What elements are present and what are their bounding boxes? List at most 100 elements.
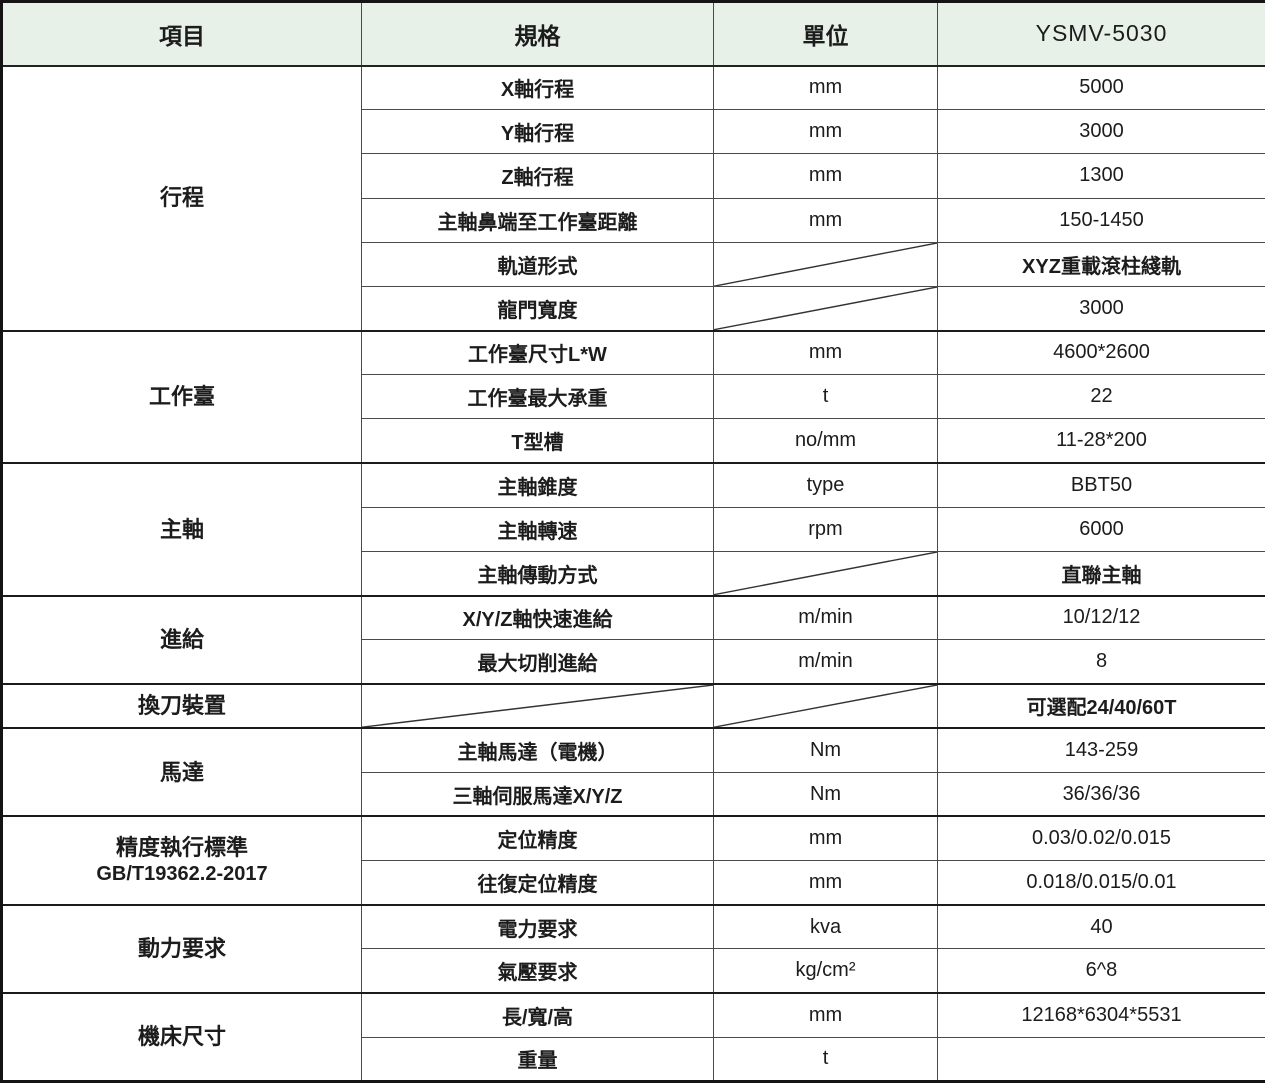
table-row: 動力要求 電力要求 kva 40 <box>1 903 1265 994</box>
unit-cell: rpm <box>713 506 938 552</box>
spec-cell: Y軸行程 <box>361 109 714 155</box>
spec-cell: 氣壓要求 <box>361 948 714 994</box>
diagonal-slash <box>714 552 937 595</box>
value-cell: 8 <box>937 639 1265 685</box>
unit-cell: mm <box>713 815 938 862</box>
unit-cell: kg/cm² <box>713 948 938 994</box>
spec-cell: T型槽 <box>361 418 714 464</box>
item-group-cell: 工作臺 <box>1 329 362 464</box>
value-cell: 6000 <box>937 506 1265 552</box>
item-group-label: 動力要求 <box>137 936 226 962</box>
value-cell: 0.03/0.02/0.015 <box>937 815 1265 862</box>
unit-cell: mm <box>713 153 938 199</box>
table-row: 行程 X軸行程 mm 5000 <box>1 64 1265 332</box>
table-header: 項目 規格 單位 YSMV-5030 <box>1 1 1265 67</box>
unit-cell <box>713 285 938 332</box>
spec-cell: 主軸傳動方式 <box>361 550 714 597</box>
unit-cell: mm <box>713 109 938 155</box>
table-row: 進給 X/Y/Z軸快速進給 m/min 10/12/12 <box>1 594 1265 685</box>
unit-cell: m/min <box>713 639 938 685</box>
item-group-label: 換刀裝置 <box>137 693 226 719</box>
item-group-label: 馬達 <box>159 759 204 785</box>
item-group-cell: 換刀裝置 <box>1 682 362 729</box>
spec-cell: 重量 <box>361 1036 714 1083</box>
unit-cell: no/mm <box>713 418 938 464</box>
table-row: 最大切削進給 m/min 8 <box>2 639 1265 685</box>
value-cell: 4600*2600 <box>937 329 1265 376</box>
table-body: 行程 X軸行程 mm 5000 Y軸行程 mm 3000 Z軸行程 mm 1300 主軸鼻端至工作臺… <box>1 64 1265 1083</box>
spec-cell: X軸行程 <box>361 64 714 111</box>
table-row: 重量 t <box>2 1036 1265 1083</box>
unit-cell <box>713 550 938 597</box>
spec-cell: 軌道形式 <box>361 241 714 287</box>
value-cell: 1300 <box>937 153 1265 199</box>
item-group-label: 工作臺 <box>148 384 215 410</box>
table-row: T型槽 no/mm 11-28*200 <box>2 418 1265 464</box>
value-cell: 36/36/36 <box>937 771 1265 817</box>
item-group-label: 進給 <box>159 626 204 652</box>
table-row: 換刀裝置 可選配24/40/60T <box>1 682 1265 729</box>
value-cell: 150-1450 <box>937 197 1265 243</box>
unit-cell <box>713 241 938 287</box>
spec-cell: 主軸錐度 <box>361 462 714 508</box>
header-cell-item: 項目 <box>1 1 362 67</box>
item-group-cell: 動力要求 <box>1 903 362 994</box>
spec-cell: 主軸鼻端至工作臺距離 <box>361 197 714 243</box>
header-cell-unit: 單位 <box>713 1 938 67</box>
table-row: 工作臺最大承重 t 22 <box>2 374 1265 420</box>
unit-cell: m/min <box>713 594 938 641</box>
diagonal-slash <box>714 287 937 330</box>
value-cell: 5000 <box>937 64 1265 111</box>
header-cell-spec: 規格 <box>361 1 714 67</box>
value-cell: 12168*6304*5531 <box>937 992 1265 1038</box>
table-row: 主軸轉速 rpm 6000 <box>2 506 1265 552</box>
spec-cell: 往復定位精度 <box>361 860 714 906</box>
item-group-label: 行程 <box>159 185 204 211</box>
item-group-cell: 機床尺寸 <box>1 992 362 1083</box>
spec-cell: 主軸轉速 <box>361 506 714 552</box>
spec-cell: X/Y/Z軸快速進給 <box>361 594 714 641</box>
unit-cell: mm <box>713 992 938 1038</box>
unit-cell: Nm <box>713 771 938 817</box>
item-group-cell: 精度執行標準 GB/T19362.2-2017 <box>1 815 362 906</box>
unit-cell <box>713 682 938 729</box>
table-row: 馬達 主軸馬達（電機） Nm 143-259 <box>1 727 1265 817</box>
item-group-cell: 主軸 <box>1 462 362 597</box>
value-cell: 40 <box>937 903 1265 950</box>
value-cell: 3000 <box>937 285 1265 332</box>
table-row: 機床尺寸 長/寬/高 mm 12168*6304*5531 <box>1 992 1265 1083</box>
table-row: 三軸伺服馬達X/Y/Z Nm 36/36/36 <box>2 771 1265 817</box>
unit-cell: Nm <box>713 727 938 773</box>
spec-cell: 龍門寬度 <box>361 285 714 332</box>
unit-cell: mm <box>713 860 938 906</box>
value-cell: 0.018/0.015/0.01 <box>937 860 1265 906</box>
item-group-label: 精度執行標準 <box>115 835 248 861</box>
unit-cell: mm <box>713 197 938 243</box>
spec-cell: 電力要求 <box>361 903 714 950</box>
value-cell: BBT50 <box>937 462 1265 508</box>
value-cell: 3000 <box>937 109 1265 155</box>
spec-cell: 長/寬/高 <box>361 992 714 1038</box>
item-group-label: 機床尺寸 <box>137 1024 226 1050</box>
spec-cell: 定位精度 <box>361 815 714 862</box>
diagonal-slash <box>714 685 937 727</box>
spec-cell <box>361 682 714 729</box>
spec-cell: 主軸馬達（電機） <box>361 727 714 773</box>
table-row: 主軸傳動方式 直聯主軸 <box>2 550 1265 597</box>
unit-cell: mm <box>713 329 938 376</box>
unit-cell: t <box>713 1036 938 1083</box>
table-row: 往復定位精度 mm 0.018/0.015/0.01 <box>2 860 1265 906</box>
unit-cell: mm <box>713 64 938 111</box>
unit-cell: t <box>713 374 938 420</box>
value-cell: 10/12/12 <box>937 594 1265 641</box>
diagonal-slash <box>714 243 937 286</box>
item-group-label: 主軸 <box>159 516 204 542</box>
value-cell: 6^8 <box>937 948 1265 994</box>
spec-cell: 工作臺尺寸L*W <box>361 329 714 376</box>
table-row: 軌道形式 XYZ重載滾柱綫軌 <box>2 241 1265 287</box>
table-row: 主軸 主軸錐度 type BBT50 <box>1 462 1265 597</box>
spec-cell: 工作臺最大承重 <box>361 374 714 420</box>
table-row: 精度執行標準 GB/T19362.2-2017 定位精度 mm 0.03/0.02/0.… <box>1 815 1265 906</box>
